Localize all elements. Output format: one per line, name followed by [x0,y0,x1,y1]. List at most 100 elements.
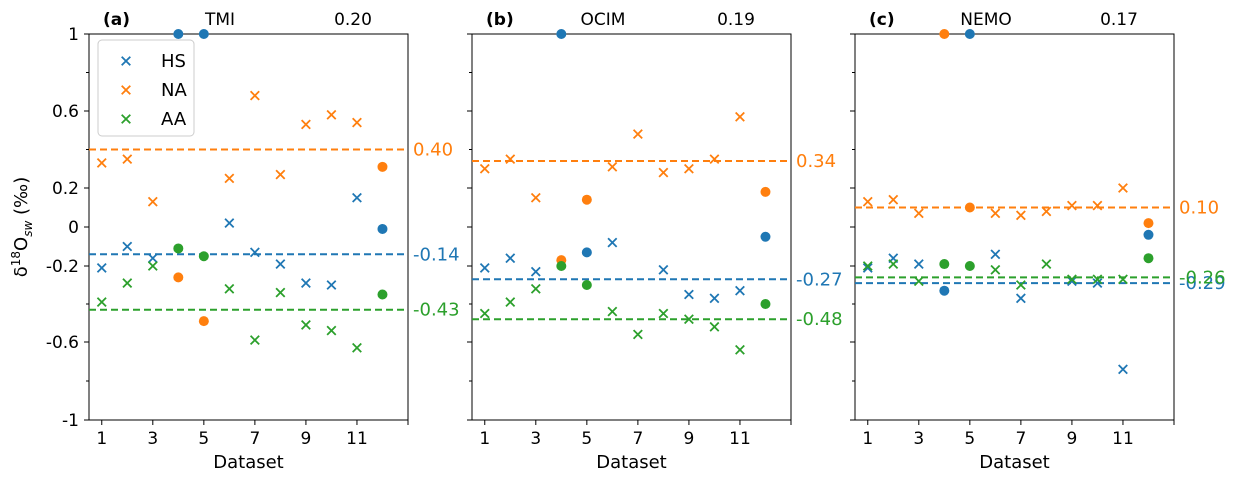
dot-point-hs [377,224,387,234]
dot-point-aa [173,243,183,253]
mean-label-na: 0.40 [413,140,453,161]
cross-point-hs [1017,294,1026,303]
cross-point-na [532,193,541,202]
mean-label-aa: -0.48 [796,309,843,330]
cross-point-na [149,197,158,206]
cross-point-aa [97,298,106,307]
dot-point-na [199,316,209,326]
x-tick-label: 1 [96,429,107,449]
x-tick-label: 9 [684,429,695,449]
dot-point-na [939,29,949,39]
dot-point-hs [173,29,183,39]
cross-point-aa [1042,260,1051,269]
cross-point-na [915,209,924,218]
x-tick-label: 3 [530,429,541,449]
cross-point-na [225,174,234,183]
cross-point-na [327,111,336,120]
x-tick-label: 9 [1067,429,1078,449]
panel-value: 0.19 [717,10,755,30]
dot-point-aa [199,251,209,261]
dot-point-hs [939,286,949,296]
cross-point-hs [276,260,285,269]
cross-point-hs [532,267,541,276]
cross-point-aa [149,262,158,271]
legend-label-hs: HS [161,51,186,72]
dot-point-aa [582,280,592,290]
x-tick-label: 5 [581,429,592,449]
x-tick-label: 11 [1112,429,1134,449]
y-tick-label: 1 [68,25,79,45]
cross-point-hs [123,242,132,251]
x-tick-label: 7 [1015,429,1026,449]
mean-label-na: 0.34 [796,151,836,172]
cross-point-na [863,197,872,206]
cross-point-aa [327,326,336,335]
cross-point-aa [889,260,898,269]
panel-value: 0.17 [1100,10,1138,30]
cross-point-na [506,155,515,164]
x-tick-label: 1 [479,429,490,449]
cross-point-na [634,130,643,139]
panel-value: 0.20 [334,10,372,30]
y-tick-label: -0.6 [46,333,79,353]
cross-point-aa [532,285,541,294]
dot-point-aa [760,299,770,309]
dot-point-hs [1143,230,1153,240]
dot-point-hs [582,247,592,257]
cross-point-hs [915,260,924,269]
cross-point-hs [736,286,745,295]
x-axis-label: Dataset [596,452,667,473]
cross-point-hs [480,264,489,273]
panel-b: (b) OCIM 0.191 3 5 7 9 11Dataset-0.270.34-0.48 [467,10,843,473]
cross-point-aa [480,309,489,318]
model-name: OCIM [581,10,626,30]
model-name: NEMO [960,10,1012,30]
dot-point-hs [965,29,975,39]
cross-point-aa [506,298,515,307]
cross-point-na [991,209,1000,218]
cross-point-aa [302,321,311,330]
dot-point-hs [199,29,209,39]
cross-point-na [1017,211,1026,220]
legend-label-aa: AA [161,109,187,130]
mean-label-hs: -0.14 [413,244,460,265]
dot-point-na [377,162,387,172]
cross-point-aa [634,330,643,339]
dot-point-aa [1143,253,1153,263]
panel-label: (b) [486,10,514,30]
cross-point-na [480,164,489,173]
dot-point-aa [556,261,566,271]
x-tick-label: 1 [862,429,873,449]
panel-label: (c) [869,10,895,30]
legend: HS NA AA [98,40,194,136]
x-tick-label: 5 [198,429,209,449]
dot-point-na [760,187,770,197]
dot-point-aa [377,290,387,300]
dot-point-aa [965,261,975,271]
cross-point-aa [659,309,668,318]
cross-point-aa [736,346,745,355]
cross-point-hs [710,294,719,303]
cross-point-na [302,120,311,129]
dot-point-aa [939,259,949,269]
cross-point-aa [710,323,719,332]
cross-point-hs [685,290,694,299]
cross-point-na [123,155,132,164]
cross-point-na [710,155,719,164]
cross-point-aa [251,336,260,345]
dot-point-na [173,272,183,282]
x-tick-label: 3 [147,429,158,449]
cross-point-na [685,164,694,173]
cross-point-hs [149,254,158,263]
dot-point-na [1143,218,1153,228]
cross-point-na [1119,184,1128,193]
x-tick-label: 7 [249,429,260,449]
y-tick-label: 0.6 [52,102,79,122]
cross-point-na [1093,201,1102,210]
cross-point-hs [97,264,106,273]
y-axis-label: δ18Osw (‰) [9,177,35,277]
cross-point-hs [1119,365,1128,374]
x-axis-label: Dataset [979,452,1050,473]
panel-label: (a) [103,10,130,30]
